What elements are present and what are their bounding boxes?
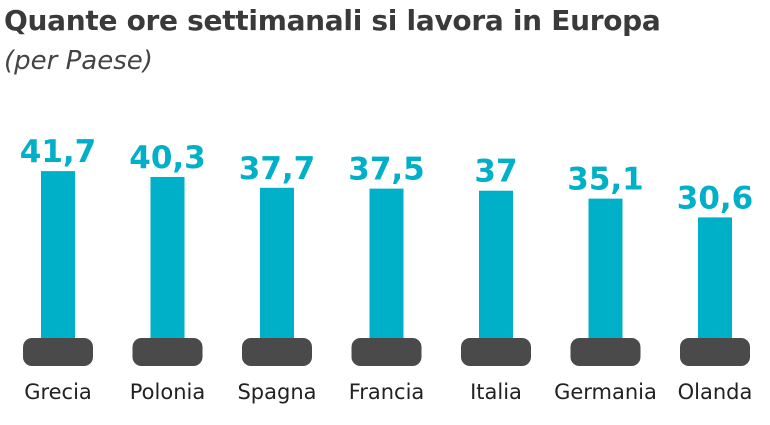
bar-value-label: 40,3 <box>129 140 206 176</box>
italy-flag-icon <box>461 338 531 366</box>
bar-value-label: 41,7 <box>20 134 97 170</box>
chart-title: Quante ore settimanali si lavora in Euro… <box>4 4 661 37</box>
greece-flag-icon <box>23 338 93 366</box>
category-label: Francia <box>349 380 425 404</box>
bar <box>698 217 732 345</box>
bar <box>369 188 404 345</box>
bar <box>41 171 75 345</box>
bar <box>479 190 513 345</box>
bar <box>150 176 185 345</box>
category-label: Polonia <box>130 380 205 404</box>
category-label: Olanda <box>678 380 753 404</box>
category-label: Germania <box>554 380 657 404</box>
category-label: Grecia <box>24 380 92 404</box>
poland-flag-icon <box>132 338 203 366</box>
bar <box>588 198 623 345</box>
bar-value-label: 30,6 <box>677 180 754 216</box>
france-flag-icon <box>351 338 422 366</box>
bar <box>260 187 294 345</box>
spain-flag-icon <box>242 338 312 366</box>
category-label: Spagna <box>237 380 316 404</box>
bar-value-label: 37,7 <box>239 151 316 187</box>
chart-subtitle: (per Paese) <box>4 46 153 76</box>
category-label: Italia <box>470 380 522 404</box>
germany-flag-icon <box>570 338 641 366</box>
bar-value-label: 35,1 <box>567 162 644 198</box>
bar-value-label: 37,5 <box>348 152 425 188</box>
netherlands-flag-icon <box>680 338 750 366</box>
bar-value-label: 37 <box>474 154 517 190</box>
